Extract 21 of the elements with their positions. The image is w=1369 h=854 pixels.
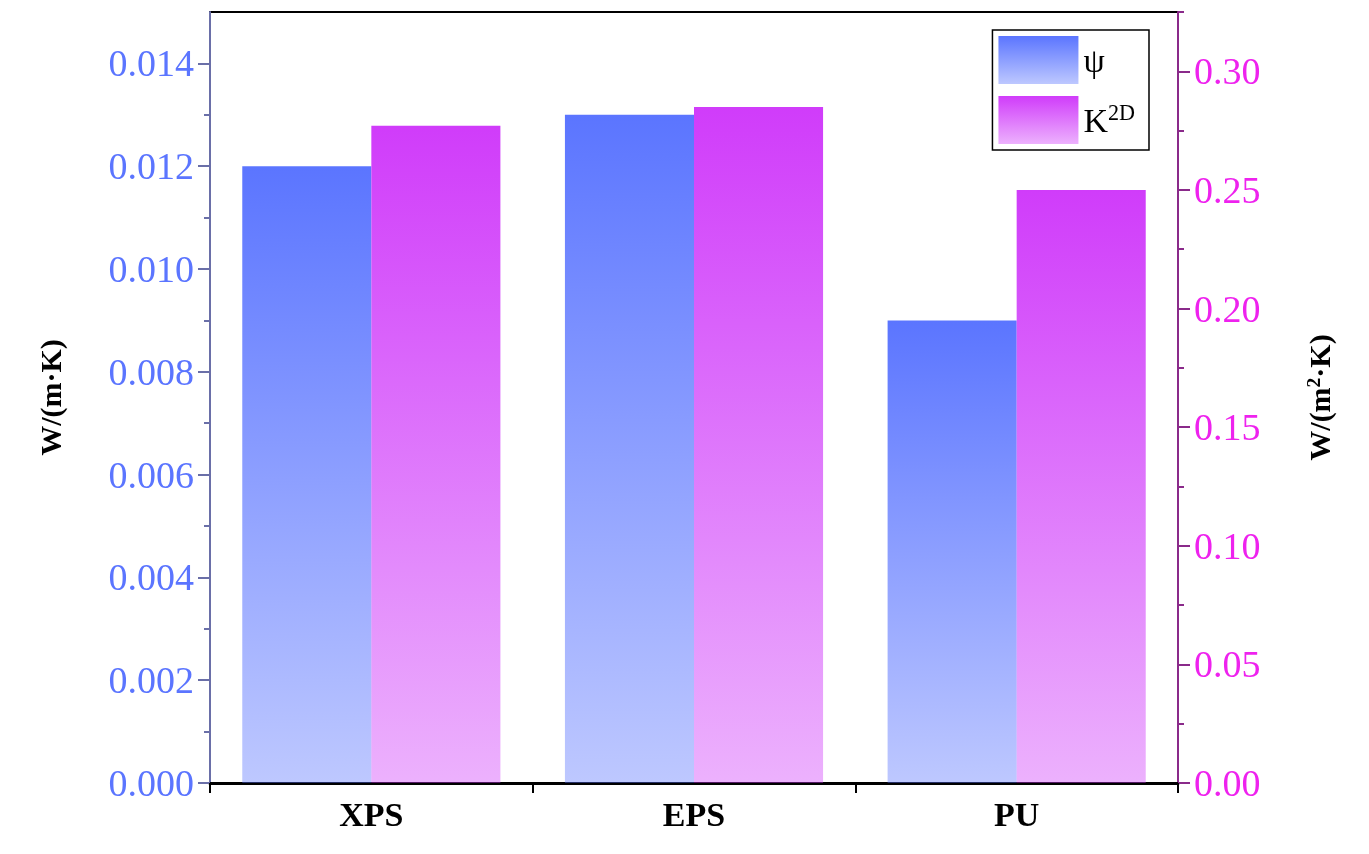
y-tick-label: 0.004: [108, 556, 194, 599]
y-tick-label: 0.000: [108, 762, 194, 804]
y-tick-label: 0.006: [108, 453, 194, 496]
y-axis-title: W/(m·K): [33, 339, 68, 456]
y-tick-label: 0.010: [108, 248, 194, 290]
y2-axis-title: W/(m2·K): [1302, 334, 1338, 461]
y-tick-label: 0.012: [108, 145, 194, 188]
y2-tick-label: 0.15: [1194, 406, 1261, 449]
y2-tick-label: 0.20: [1194, 287, 1261, 330]
x-tick-label: XPS: [339, 795, 404, 833]
y-tick-label: 0.008: [108, 350, 194, 393]
y2-tick-label: 0.30: [1194, 50, 1261, 93]
y2-tick-label: 0.00: [1194, 762, 1261, 804]
y2-tick-label: 0.05: [1194, 643, 1261, 686]
y-tick-label: 0.002: [108, 659, 194, 702]
x-tick-label: PU: [994, 795, 1040, 833]
y2-tick-label: 0.10: [1194, 524, 1261, 567]
legend-label: ψ: [1083, 41, 1105, 79]
y-tick-label: 0.014: [108, 42, 194, 85]
y2-tick-label: 0.25: [1194, 168, 1261, 211]
x-tick-label: EPS: [662, 795, 726, 833]
